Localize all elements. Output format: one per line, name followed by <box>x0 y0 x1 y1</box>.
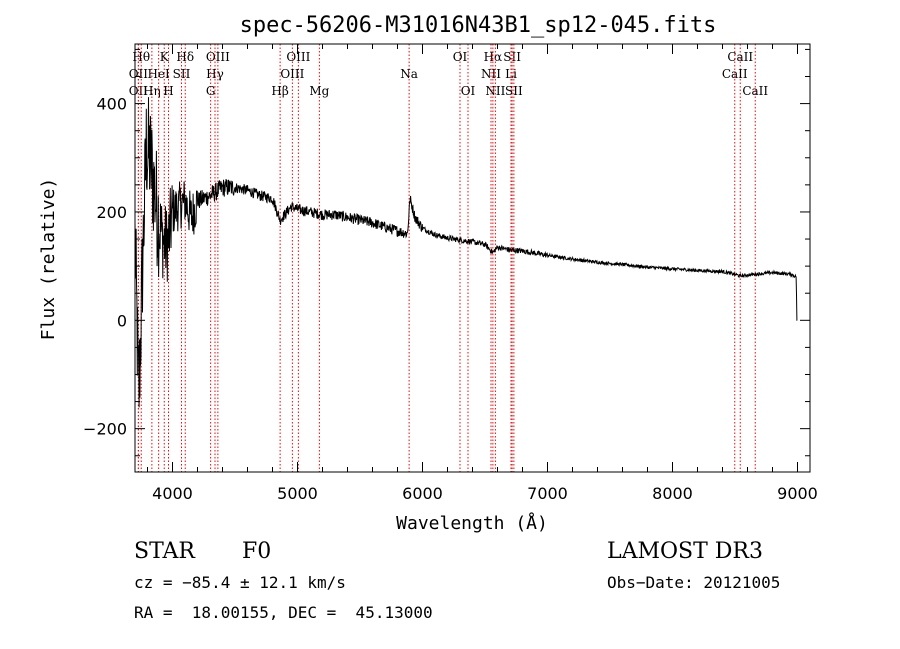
spectral-line-label: Mg <box>309 84 329 98</box>
spectrum-line <box>134 97 798 408</box>
spectral-line-label: OIII <box>286 50 310 64</box>
x-tick-label: 4000 <box>152 484 193 503</box>
x-tick-label: 8000 <box>652 484 693 503</box>
object-class: STAR <box>134 539 195 564</box>
spectral-line-label: OI <box>461 84 476 98</box>
spectral-line-label: Na <box>400 67 418 81</box>
redshift-velocity: cz = −85.4 ± 12.1 km/s <box>134 573 346 592</box>
plot-frame <box>134 43 811 473</box>
spectral-line-label: OIII <box>206 50 230 64</box>
survey-label: LAMOST DR3 <box>607 539 763 564</box>
x-axis-label: Wavelength (Å) <box>396 512 548 534</box>
spectral-line-label: Hβ <box>271 84 288 98</box>
y-tick-label: 200 <box>96 203 127 222</box>
subclass: F0 <box>242 539 272 564</box>
x-tick-label: 7000 <box>527 484 568 503</box>
spectral-line-label: Li <box>505 67 517 81</box>
spectral-line-label: Hδ <box>176 50 194 64</box>
chart-title: spec-56206-M31016N43B1_sp12-045.fits <box>240 13 717 38</box>
spectral-line-label: NII <box>485 84 505 98</box>
y-tick-label: −200 <box>83 420 127 439</box>
spectral-line-label: CaII <box>742 84 768 98</box>
spectral-line-label: SII <box>173 67 191 81</box>
spectral-line-label: K <box>160 50 170 64</box>
y-tick-label: 400 <box>96 95 127 114</box>
y-axis-label: Flux (relative) <box>38 178 59 341</box>
obs-date: Obs−Date: 20121005 <box>607 573 781 592</box>
x-tick-label: 9000 <box>777 484 818 503</box>
y-tick-label: 0 <box>117 311 127 330</box>
spectral-line-label: Hθ <box>132 50 150 64</box>
spectral-line-label: NII <box>481 67 501 81</box>
coordinates: RA = 18.00155, DEC = 45.13000 <box>134 603 433 622</box>
spectral-line-label: Hη <box>143 84 161 98</box>
spectral-line-label: OII <box>129 67 149 81</box>
spectral-line-label: CaII <box>722 67 748 81</box>
spectral-line-label: SII <box>503 50 521 64</box>
spectral-line-label: OI <box>453 50 468 64</box>
spectral-line-label: CaII <box>727 50 753 64</box>
spectral-line-label: H <box>163 84 173 98</box>
spectral-line-label: OIII <box>280 67 304 81</box>
spectral-line-label: G <box>206 84 216 98</box>
x-tick-label: 6000 <box>402 484 443 503</box>
spectral-line-label: Hα <box>484 50 503 64</box>
x-tick-label: 5000 <box>277 484 318 503</box>
spectral-line-label: HeI <box>147 67 170 81</box>
spectral-line-label: Hγ <box>206 67 224 81</box>
spectral-line-label: SII <box>505 84 523 98</box>
